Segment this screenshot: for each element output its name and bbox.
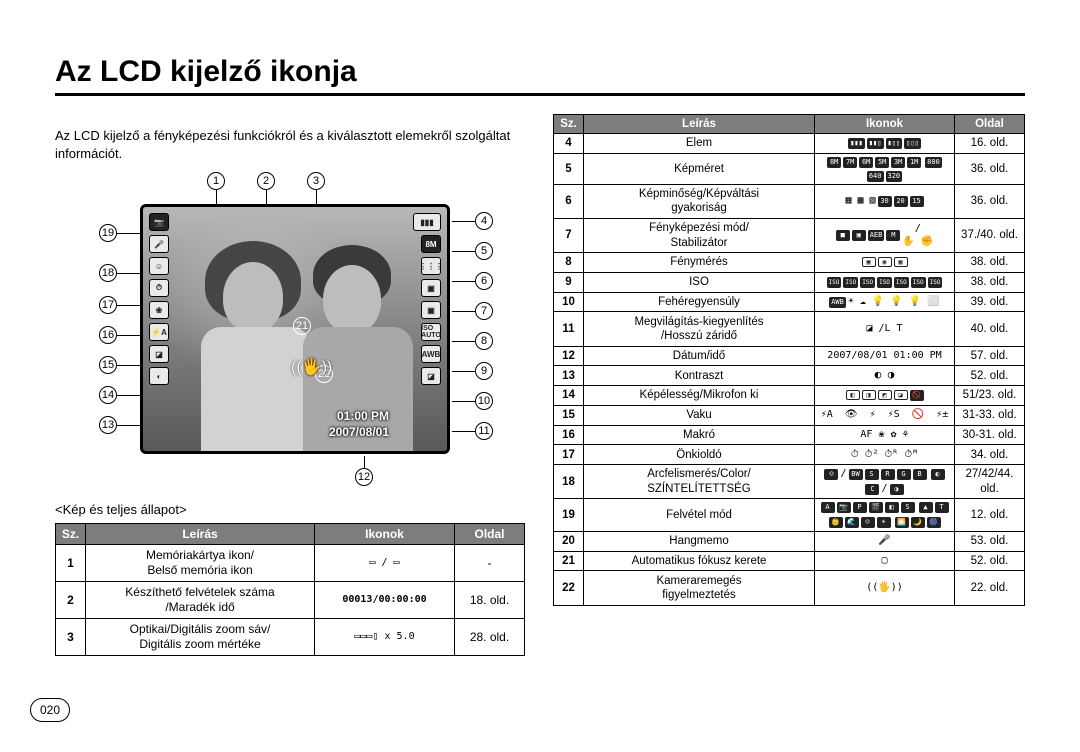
right-table: Sz. Leírás Ikonok Oldal 4Elem▮▮▮▮▮▯▮▯▯▯▯…: [553, 114, 1025, 606]
table-row: 4Elem▮▮▮▮▮▯▮▯▯▯▯▯16. old.: [554, 134, 1025, 154]
callout-1: 1: [207, 172, 225, 190]
table-row: 18Arcfelismerés/Color/SZÍNTELÍTETTSÉG☺ /…: [554, 465, 1025, 499]
callout-18: 18: [99, 264, 117, 282]
table-row: 5Képméret8M7M6M5M3M1M80064032036. old.: [554, 153, 1025, 184]
callout-10: 10: [475, 392, 493, 410]
callout-14: 14: [99, 386, 117, 404]
intro-text: Az LCD kijelző a fényképezési funkciókró…: [55, 127, 525, 162]
table-row: 7Fényképezési mód/Stabilizátor■▣AEBM /✋ …: [554, 219, 1025, 253]
table-row: 20Hangmemo🎤53. old.: [554, 531, 1025, 551]
table-row: 8Fénymérés▣◉▦38. old.: [554, 253, 1025, 273]
callout-16: 16: [99, 326, 117, 344]
table-row: 16MakróAF ❀ ✿ ⚘30-31. old.: [554, 425, 1025, 445]
callout-2: 2: [257, 172, 275, 190]
lcd-diagram: 1 2 3 4 5 6 7 8 9 10 11: [55, 168, 525, 498]
table-row: 1Memóriakártya ikon/Belső memória ikon▭ …: [56, 545, 525, 582]
table-row: 13Kontraszt◐ ◑52. old.: [554, 366, 1025, 386]
callout-15: 15: [99, 356, 117, 374]
page-title: Az LCD kijelző ikonja: [55, 55, 1025, 96]
th-sz: Sz.: [554, 115, 584, 134]
callout-8: 8: [475, 332, 493, 350]
overlay-date: 2007/08/01: [329, 425, 389, 439]
callout-3: 3: [307, 172, 325, 190]
callout-12: 12: [355, 468, 373, 486]
callout-9: 9: [475, 362, 493, 380]
table-row: 12Dátum/idő2007/08/01 01:00 PM57. old.: [554, 346, 1025, 366]
overlay-time: 01:00 PM: [337, 409, 389, 423]
table-row: 9ISOISOISOISOISOISOISOISO38. old.: [554, 272, 1025, 292]
callout-4: 4: [475, 212, 493, 230]
diagram-caption: <Kép és teljes állapot>: [55, 502, 525, 517]
th-ikonok: Ikonok: [815, 115, 955, 134]
callout-6: 6: [475, 272, 493, 290]
left-table: Sz. Leírás Ikonok Oldal 1Memóriakártya i…: [55, 523, 525, 656]
table-row: 10FehéregyensúlyAWB ☀ ☁ 💡 💡 💡 ⬜39. old.: [554, 292, 1025, 312]
callout-13: 13: [99, 416, 117, 434]
th-oldal: Oldal: [455, 524, 525, 545]
table-row: 14Képélesség/Mikrofon ki◧◨◩◪🚫51/23. old.: [554, 386, 1025, 406]
callout-17: 17: [99, 296, 117, 314]
th-oldal: Oldal: [955, 115, 1025, 134]
table-row: 3Optikai/Digitális zoom sáv/Digitális zo…: [56, 619, 525, 656]
table-row: 2Készíthető felvételek száma/Maradék idő…: [56, 582, 525, 619]
callout-21: 21: [293, 317, 311, 335]
callout-19: 19: [99, 224, 117, 242]
table-row: 15Vaku⚡A 👁 ⚡ ⚡S 🚫 ⚡±31-33. old.: [554, 405, 1025, 425]
th-ikonok: Ikonok: [315, 524, 455, 545]
table-row: 6Képminőség/Képváltásigyakoriság▦ ▩ ▧ 30…: [554, 184, 1025, 218]
callout-7: 7: [475, 302, 493, 320]
table-row: 17Önkioldó⏱ ⏱² ⏱ᴿ ⏱ᴹ34. old.: [554, 445, 1025, 465]
th-leiras: Leírás: [584, 115, 815, 134]
lcd-screen: 📷 🎤 ☺ ⏱ ❀ ⚡A ◪ ◐ ▮▮▮ 8M ⋮⋮⋮ ▣: [140, 204, 450, 454]
callout-11: 11: [475, 422, 493, 440]
table-row: 11Megvilágítás-kiegyenlítés/Hosszú zárid…: [554, 312, 1025, 346]
callout-5: 5: [475, 242, 493, 260]
th-sz: Sz.: [56, 524, 86, 545]
page-number: 020: [30, 698, 70, 722]
table-row: 21Automatikus fókusz kerete▢52. old.: [554, 551, 1025, 571]
table-row: 19Felvétel módA📷P🎬◧S▲T👶🌊☺☀🌅🌙🎆12. old.: [554, 499, 1025, 532]
table-row: 22Kameraremegésfigyelmeztetés((🖐))22. ol…: [554, 571, 1025, 605]
th-leiras: Leírás: [86, 524, 315, 545]
